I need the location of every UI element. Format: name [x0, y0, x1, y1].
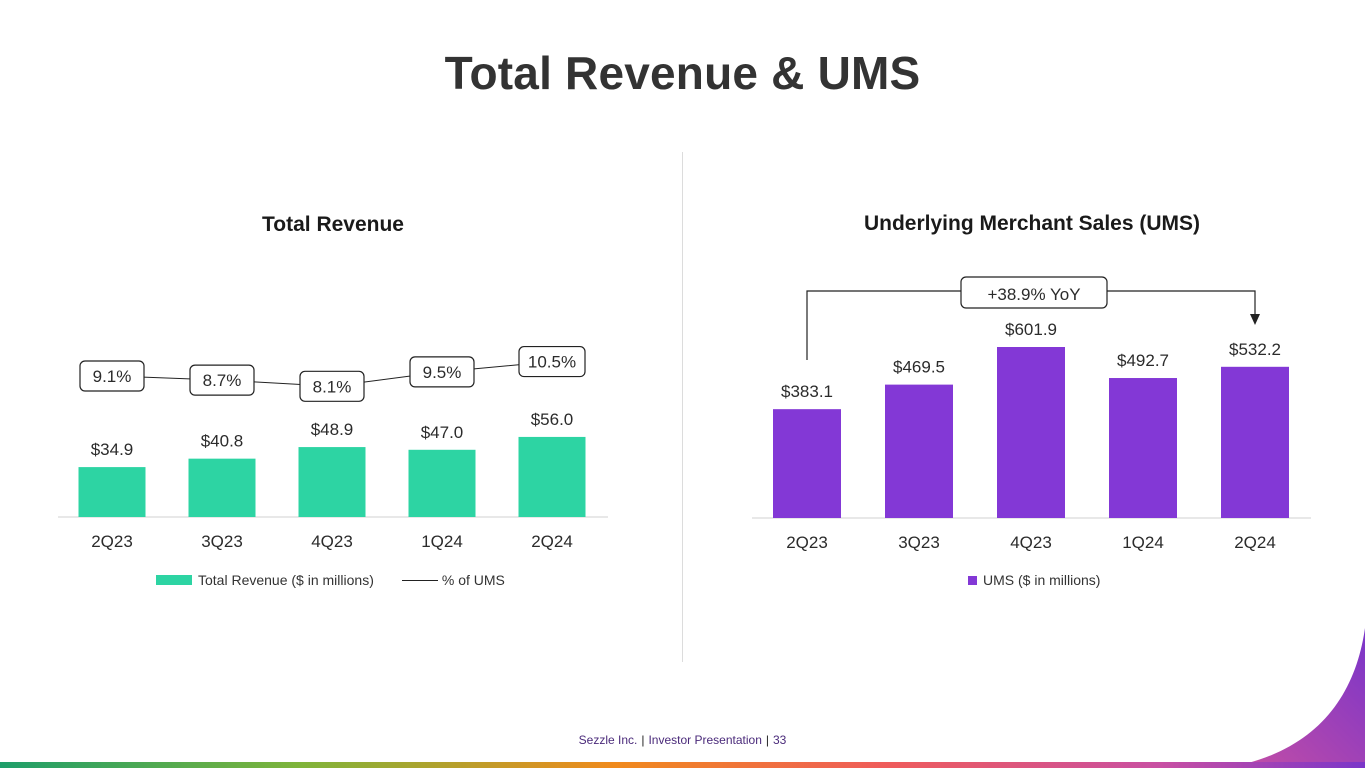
revenue-chart-title: Total Revenue [262, 213, 404, 236]
footer-page-number: 33 [773, 733, 787, 747]
pct-ums-label: 8.1% [313, 377, 352, 396]
pct-ums-label: 9.5% [423, 363, 462, 382]
revenue-x-tick-label: 3Q23 [201, 532, 243, 551]
yoy-arrow-head [1250, 314, 1260, 325]
bottom-gradient-bar [0, 762, 1365, 768]
ums-bar [1109, 378, 1177, 518]
footer: Sezzle Inc. | Investor Presentation | 33 [578, 733, 787, 747]
revenue-bar [518, 436, 586, 517]
revenue-value-label: $40.8 [201, 432, 244, 451]
corner-decoration [1225, 628, 1365, 768]
ums-value-label: $383.1 [781, 382, 833, 401]
pct-ums-legend-label: % of UMS [441, 572, 505, 588]
yoy-annotation-label: +38.9% YoY [987, 285, 1080, 304]
revenue-x-tick-label: 2Q23 [91, 532, 133, 551]
yoy-annotation-box [960, 276, 1108, 309]
pct-ums-label-box [299, 370, 365, 402]
pct-ums-label-box [189, 364, 255, 396]
pct-ums-label-box [79, 360, 145, 392]
footer-company: Sezzle Inc. [578, 733, 638, 747]
revenue-x-tick-label: 4Q23 [311, 532, 353, 551]
revenue-bar [408, 449, 476, 517]
ums-bar [997, 347, 1065, 518]
ums-bar [773, 409, 841, 518]
pct-ums-label-box [409, 356, 475, 388]
ums-value-label: $601.9 [1005, 320, 1057, 339]
pct-ums-label: 9.1% [93, 367, 132, 386]
ums-legend-swatch [968, 575, 977, 585]
ums-x-tick-label: 3Q23 [898, 533, 940, 552]
page-title: Total Revenue & UMS [444, 47, 921, 99]
ums-value-label: $532.2 [1229, 340, 1281, 359]
footer-presentation: Investor Presentation [648, 733, 762, 747]
ums-x-tick-label: 2Q24 [1234, 533, 1276, 552]
revenue-x-tick-label: 2Q24 [531, 532, 573, 551]
revenue-value-label: $48.9 [311, 420, 354, 439]
revenue-legend-label: Total Revenue ($ in millions) [198, 572, 374, 588]
pct-ums-label: 10.5% [528, 353, 576, 372]
revenue-legend-swatch [156, 575, 192, 585]
revenue-bar [78, 467, 146, 517]
revenue-x-tick-label: 1Q24 [421, 532, 463, 551]
ums-bar [1221, 366, 1289, 518]
pct-ums-legend-line [401, 579, 438, 581]
ums-chart-title: Underlying Merchant Sales (UMS) [863, 212, 1201, 235]
section-divider [682, 152, 683, 662]
ums-legend-label: UMS ($ in millions) [983, 572, 1101, 588]
revenue-value-label: $56.0 [531, 410, 574, 429]
revenue-legend: Total Revenue ($ in millions) % of UMS [156, 572, 505, 588]
ums-legend: UMS ($ in millions) [968, 572, 1100, 588]
revenue-value-label: $34.9 [91, 440, 134, 459]
ums-x-tick-label: 1Q24 [1122, 533, 1164, 552]
revenue-bar [188, 458, 256, 517]
revenue-bar [298, 447, 366, 517]
revenue-value-label: $47.0 [421, 423, 464, 442]
pct-ums-label-box [518, 345, 586, 378]
ums-value-label: $469.5 [893, 358, 945, 377]
ums-value-label: $492.7 [1117, 351, 1169, 370]
ums-x-tick-label: 4Q23 [1010, 533, 1052, 552]
ums-x-tick-label: 2Q23 [786, 533, 828, 552]
ums-bar [885, 384, 953, 518]
pct-ums-label: 8.7% [203, 371, 242, 390]
